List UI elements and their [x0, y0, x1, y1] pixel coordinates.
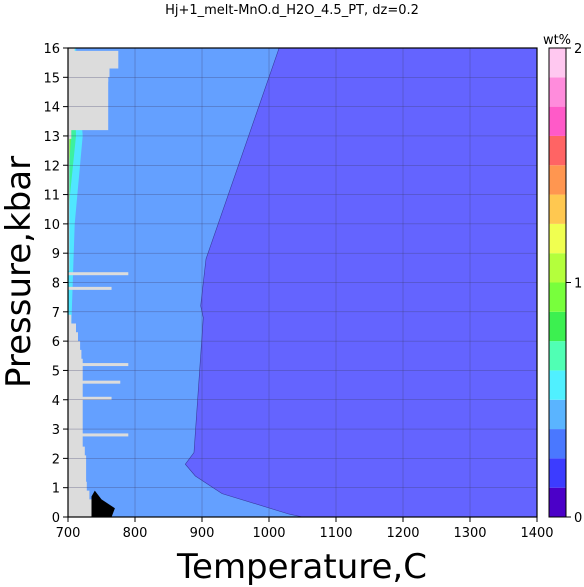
- x-tick-label: 900: [190, 526, 215, 541]
- colorbar-swatch: [549, 77, 566, 107]
- x-axis-ticks: 700 800 900 1000 1100 1200 1300 1400: [56, 517, 554, 541]
- x-tick-label: 1400: [520, 526, 553, 541]
- y-tick-label: 10: [43, 218, 60, 233]
- colorbar-swatch: [549, 487, 566, 517]
- colorbar-swatch: [549, 282, 566, 312]
- missing-data-line: [68, 286, 112, 290]
- colorbar-swatch: [549, 194, 566, 224]
- colorbar-swatch: [549, 165, 566, 195]
- y-tick-label: 13: [43, 130, 60, 145]
- missing-data-line: [68, 272, 129, 276]
- chart-title: Hj+1_melt-MnO.d_H2O_4.5_PT, dz=0.2: [165, 3, 419, 18]
- colorbar: 0 1 2: [548, 42, 582, 526]
- colorbar-label: wt%: [543, 33, 571, 48]
- colorbar-tick-label: 0: [574, 511, 582, 526]
- missing-data-line: [68, 380, 121, 384]
- grid-lines: [67, 47, 538, 518]
- y-tick-label: 4: [52, 394, 60, 409]
- missing-data-line: [68, 396, 112, 400]
- colorbar-swatch: [549, 253, 566, 283]
- colorbar-swatch: [549, 223, 566, 254]
- colorbar-tick-label: 2: [574, 42, 582, 57]
- colorbar-swatch: [549, 341, 566, 371]
- colorbar-swatch: [549, 311, 566, 342]
- x-tick-label: 1100: [319, 526, 352, 541]
- y-tick-label: 9: [52, 247, 60, 262]
- y-tick-label: 7: [52, 306, 60, 321]
- y-tick-label: 15: [43, 71, 60, 86]
- y-tick-label: 2: [52, 452, 60, 467]
- y-tick-label: 16: [43, 42, 60, 57]
- x-tick-label: 700: [56, 526, 81, 541]
- colorbar-swatch: [549, 399, 566, 430]
- colorbar-swatch: [549, 106, 566, 136]
- y-tick-label: 11: [43, 189, 60, 204]
- y-tick-label: 0: [52, 511, 60, 526]
- y-tick-label: 6: [52, 335, 60, 350]
- missing-data-line: [68, 433, 129, 437]
- low-value-patch: [91, 490, 115, 517]
- y-tick-label: 3: [52, 423, 60, 438]
- missing-data-line: [68, 78, 109, 82]
- y-tick-label: 8: [52, 277, 60, 292]
- colorbar-swatch: [549, 429, 566, 459]
- y-tick-label: 12: [43, 159, 60, 174]
- x-tick-label: 1000: [252, 526, 285, 541]
- y-tick-label: 14: [43, 101, 60, 116]
- colorbar-swatch: [549, 135, 566, 166]
- x-axis-label: Temperature,C: [176, 547, 427, 587]
- colorbar-swatch: [549, 458, 566, 488]
- x-tick-label: 1200: [386, 526, 419, 541]
- y-axis-label: Pressure,kbar: [0, 156, 39, 388]
- x-tick-label: 1300: [453, 526, 486, 541]
- x-tick-label: 800: [123, 526, 148, 541]
- missing-data-line: [68, 363, 129, 367]
- colorbar-swatch: [549, 370, 566, 400]
- colorbar-tick-label: 1: [574, 277, 582, 292]
- y-tick-label: 1: [52, 482, 60, 497]
- y-tick-label: 5: [52, 364, 60, 379]
- colorbar-swatch: [549, 48, 566, 78]
